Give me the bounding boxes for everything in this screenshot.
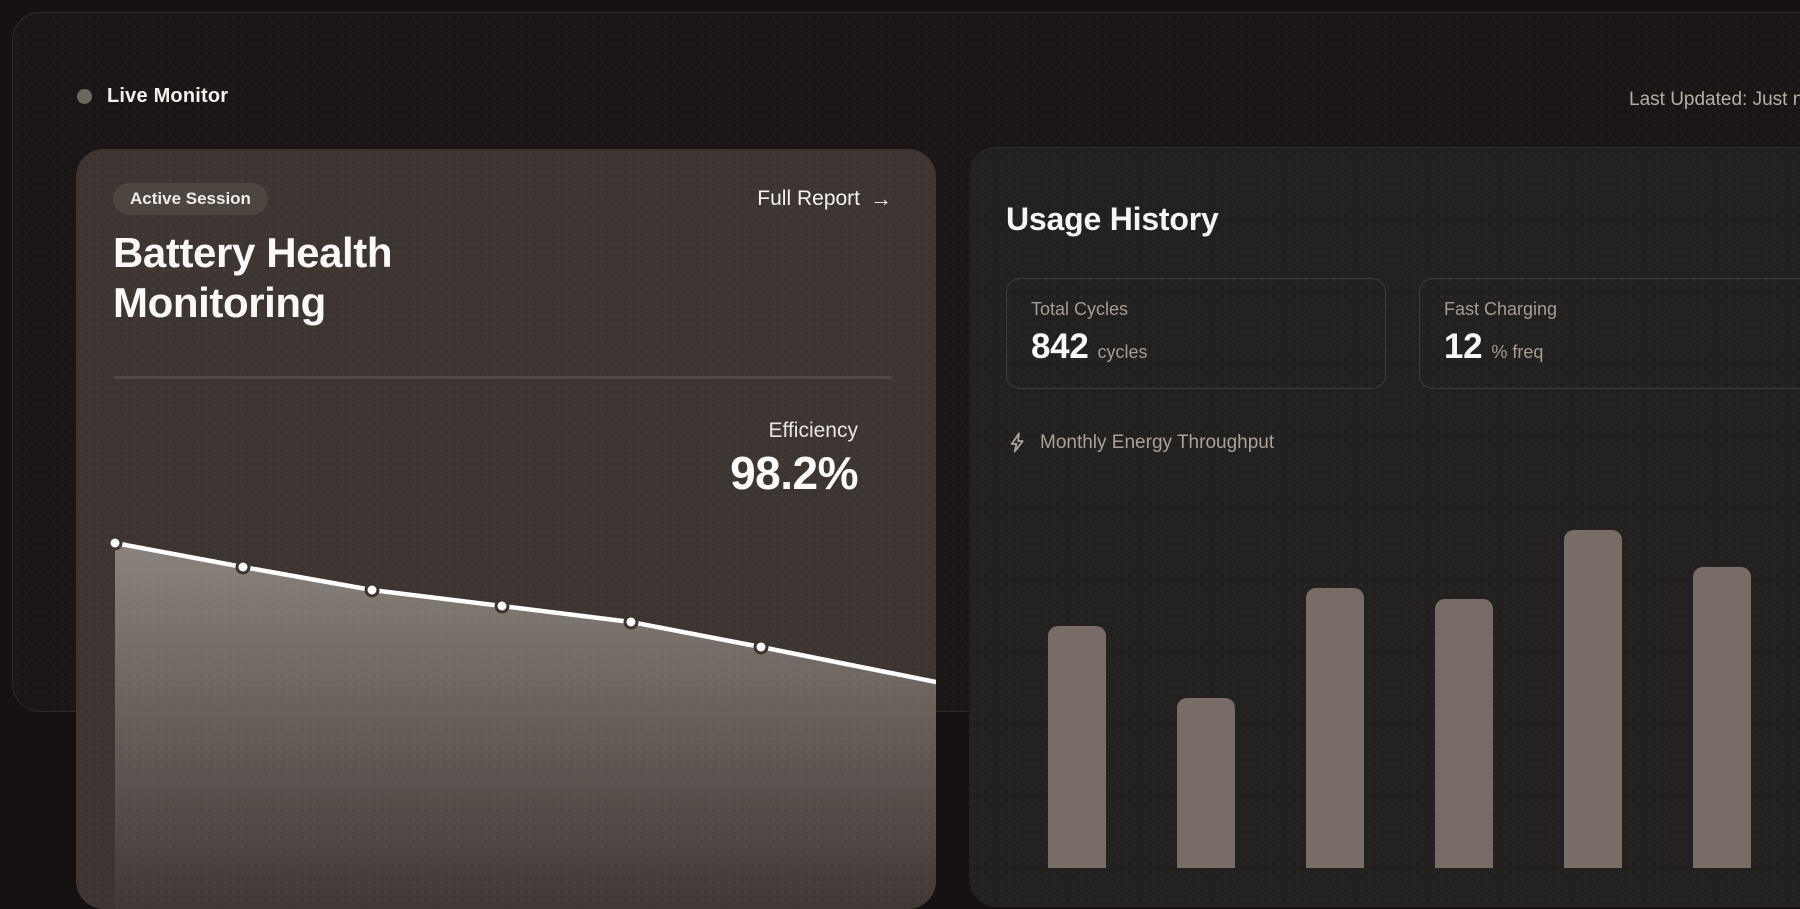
total-cycles-unit: cycles [1097,342,1148,362]
bar [1048,626,1106,868]
efficiency-value: 98.2% [730,447,858,499]
dashboard-panel: Live Monitor Last Updated: Just now Acti… [12,12,1800,909]
bar [1564,530,1622,868]
bar [1435,599,1493,868]
full-report-link[interactable]: Full Report → [757,186,892,212]
efficiency-stat: Efficiency 98.2% [730,419,858,500]
total-cycles-value: 842 [1031,327,1089,366]
monthly-energy-throughput-label: Monthly Energy Throughput [1040,431,1275,453]
active-session-badge: Active Session [113,183,268,215]
battery-health-card: Active Session Full Report → Battery Hea… [76,149,936,909]
bar [1177,698,1235,868]
status-dot [77,89,92,104]
bar [1306,588,1364,868]
live-monitor-status: Live Monitor [77,85,228,108]
divider [113,376,892,379]
last-updated-text: Last Updated: Just now [1629,89,1800,110]
bar [1693,567,1751,868]
efficiency-label: Efficiency [768,419,859,442]
lightning-bolt-icon [1010,432,1024,453]
chart-label-row: Monthly Energy Throughput [1006,431,1800,454]
fast-charging-value: 12 [1444,327,1483,366]
total-cycles-label: Total Cycles [1031,299,1129,319]
arrow-right-icon: → [870,186,892,211]
fast-charging-unit: % freq [1491,342,1544,362]
fast-charging-stat-box: Fast Charging 12 % freq [1419,278,1800,389]
usage-history-title: Usage History [1006,201,1219,237]
full-report-label: Full Report [757,187,860,210]
total-cycles-stat-box: Total Cycles 842 cycles [1006,278,1386,389]
live-monitor-label: Live Monitor [107,85,229,107]
usage-history-card: Usage History Total Cycles 842 cycles Fa… [969,147,1800,907]
battery-card-title: Battery Health Monitoring [113,229,393,326]
usage-stats-row: Total Cycles 842 cycles Fast Charging 12… [1006,278,1800,389]
fast-charging-label: Fast Charging [1444,299,1558,319]
